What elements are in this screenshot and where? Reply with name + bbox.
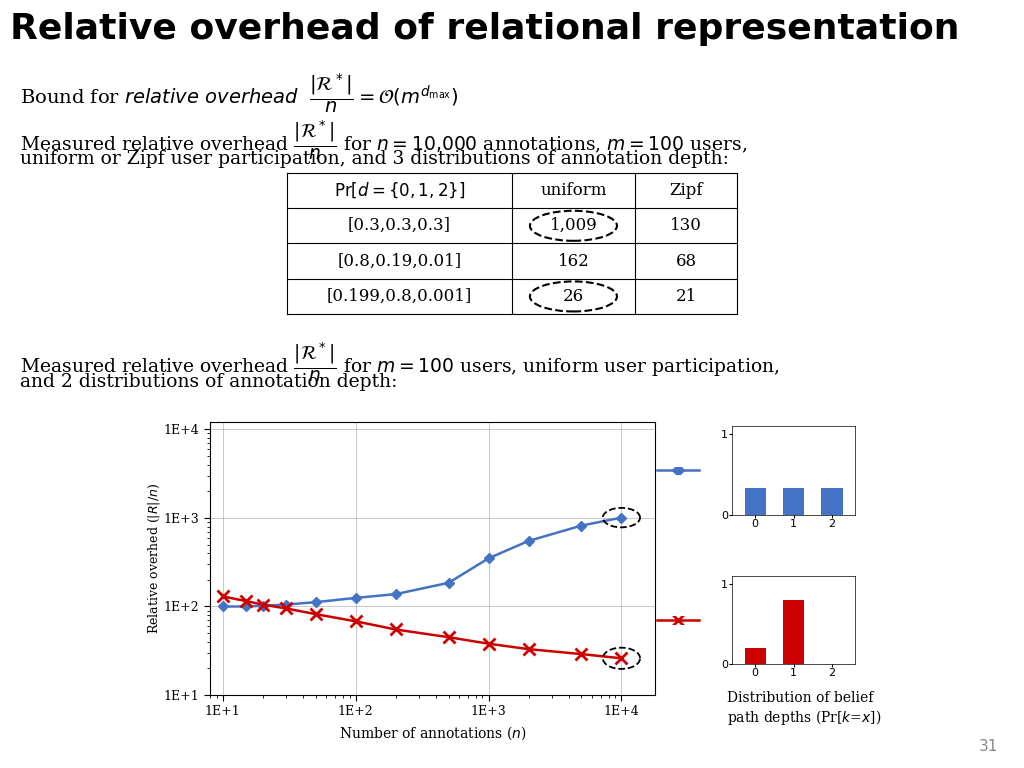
Text: 1,009: 1,009 bbox=[550, 217, 597, 234]
Text: 68: 68 bbox=[676, 253, 696, 270]
X-axis label: Number of annotations ($n$): Number of annotations ($n$) bbox=[339, 724, 526, 742]
Bar bbox=[744, 488, 766, 515]
Text: [0.8,0.19,0.01]: [0.8,0.19,0.01] bbox=[337, 253, 462, 270]
Text: Measured relative overhead $\dfrac{|\mathcal{R}^*|}{n}$ for $n = 10{,}000$ annot: Measured relative overhead $\dfrac{|\mat… bbox=[20, 119, 748, 162]
Y-axis label: Relative overhed ($|R|/n$): Relative overhed ($|R|/n$) bbox=[146, 483, 163, 634]
Text: [0.3,0.3,0.3]: [0.3,0.3,0.3] bbox=[348, 217, 451, 234]
Text: 162: 162 bbox=[557, 253, 590, 270]
Bar bbox=[821, 488, 843, 515]
Bar bbox=[744, 648, 766, 664]
Text: uniform: uniform bbox=[541, 182, 606, 199]
Text: [0.199,0.8,0.001]: [0.199,0.8,0.001] bbox=[327, 288, 472, 305]
Text: Bound for $\mathit{relative\ overhead}$  $\dfrac{|\mathcal{R}^*|}{n} = \mathcal{: Bound for $\mathit{relative\ overhead}$ … bbox=[20, 71, 459, 114]
Text: Relative overhead of relational representation: Relative overhead of relational represen… bbox=[10, 12, 959, 45]
Text: and 2 distributions of annotation depth:: and 2 distributions of annotation depth: bbox=[20, 373, 398, 391]
Text: 130: 130 bbox=[670, 217, 702, 234]
Text: Distribution of belief
path depths (Pr[$k$=$x$]): Distribution of belief path depths (Pr[$… bbox=[727, 691, 882, 727]
Text: Measured relative overhead $\dfrac{|\mathcal{R}^*|}{n}$ for $m = 100$ users, uni: Measured relative overhead $\dfrac{|\mat… bbox=[20, 341, 780, 384]
Text: Zipf: Zipf bbox=[670, 182, 702, 199]
Bar bbox=[783, 488, 804, 515]
Text: $\Pr[d = \{0,1,2\}]$: $\Pr[d = \{0,1,2\}]$ bbox=[334, 180, 465, 200]
Text: 31: 31 bbox=[979, 739, 998, 754]
Text: 21: 21 bbox=[676, 288, 696, 305]
Text: uniform or Zipf user participation, and 3 distributions of annotation depth:: uniform or Zipf user participation, and … bbox=[20, 150, 729, 167]
Bar bbox=[783, 600, 804, 664]
Text: 26: 26 bbox=[563, 288, 584, 305]
